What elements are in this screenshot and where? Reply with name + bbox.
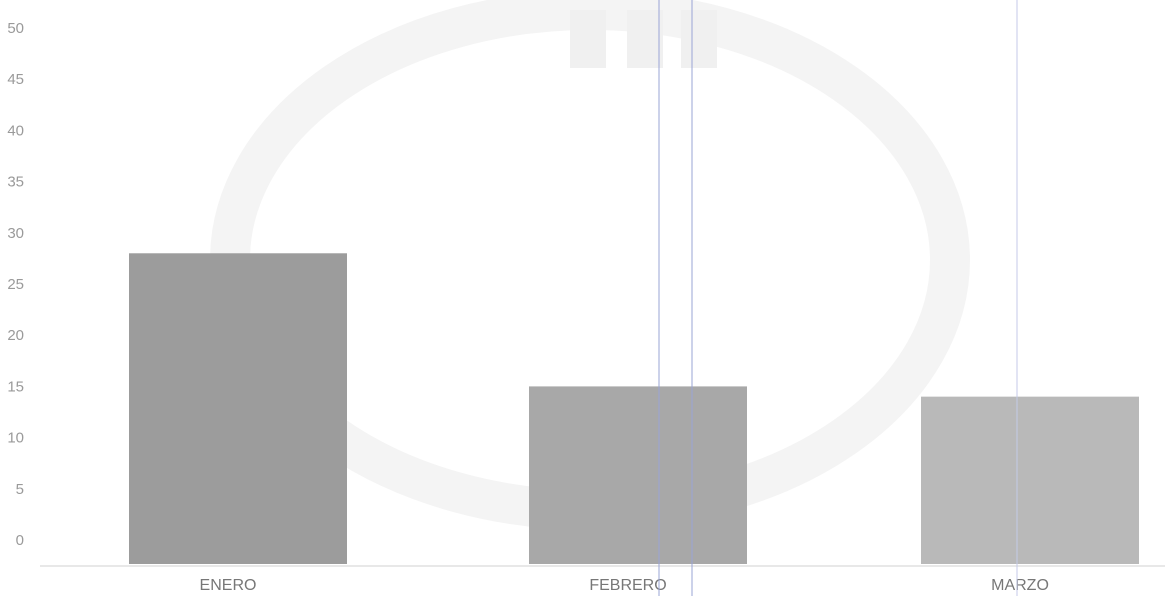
- x-category-label: MARZO: [991, 577, 1049, 594]
- x-category-label: FEBRERO: [589, 577, 666, 594]
- y-tick-label: 35: [7, 174, 24, 191]
- bar-febrero: [529, 386, 747, 564]
- y-axis-tick-labels: 0 5 10 15 20 25 30 35 40 45 50: [7, 20, 24, 549]
- y-tick-label: 20: [7, 327, 24, 344]
- x-axis-category-labels: ENERO FEBRERO MARZO: [200, 577, 1049, 594]
- y-tick-label: 25: [7, 276, 24, 293]
- bar-enero: [129, 253, 347, 564]
- y-tick-label: 45: [7, 71, 24, 88]
- y-tick-label: 15: [7, 378, 24, 395]
- y-tick-label: 5: [16, 481, 24, 498]
- y-tick-label: 50: [7, 20, 24, 37]
- bars: [129, 253, 1139, 564]
- bar-marzo: [921, 396, 1139, 564]
- y-tick-label: 10: [7, 430, 24, 447]
- x-category-label: ENERO: [200, 577, 257, 594]
- y-tick-label: 30: [7, 225, 24, 242]
- y-tick-label: 0: [16, 532, 24, 549]
- y-tick-label: 40: [7, 122, 24, 139]
